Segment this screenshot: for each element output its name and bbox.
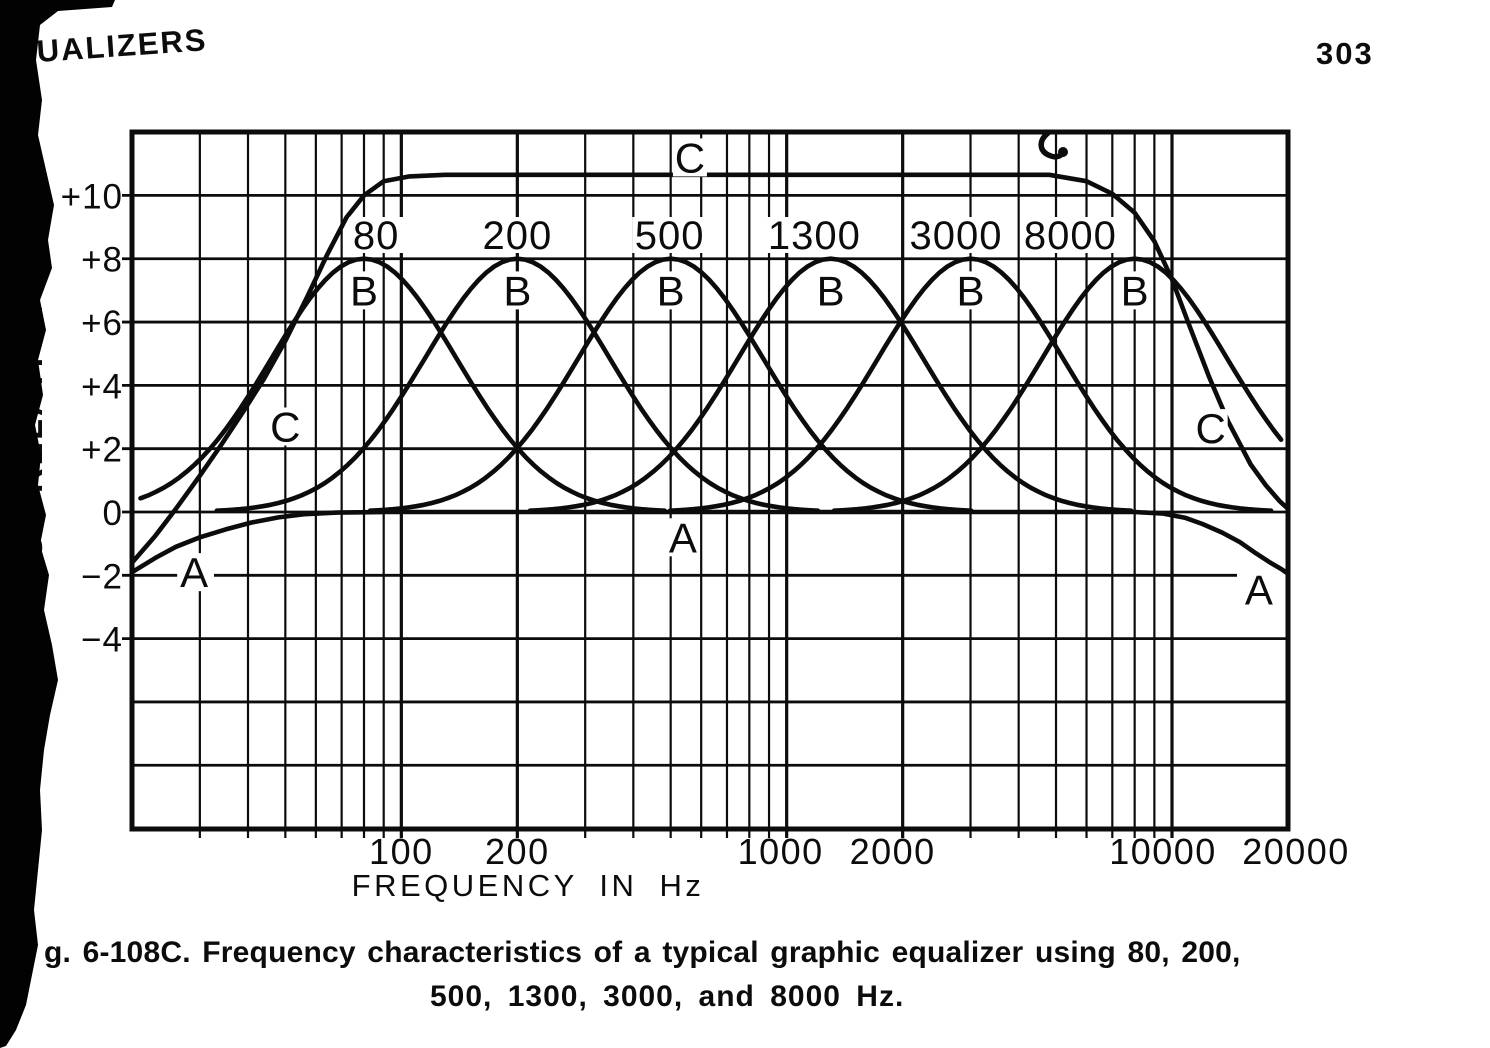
label-knockout <box>268 407 303 446</box>
curve-letter-C-label: C <box>675 134 705 181</box>
label-knockout <box>1022 217 1119 253</box>
scan-edge-band <box>0 0 115 1048</box>
label-knockout <box>672 138 707 177</box>
y-tick-label-10db: +10 <box>61 177 123 216</box>
curve-labels: 80 200 500 1300 3000 8000 C C C A A A B B B B B B <box>177 134 1276 614</box>
x-tick-label-1000hz: 1000 <box>738 831 824 872</box>
curve-letter-B-label: B <box>817 267 845 314</box>
label-knockout <box>1241 570 1276 609</box>
pen-dot <box>1058 147 1068 157</box>
figure-caption-line2: 500, 1300, 3000, and 8000 Hz. <box>430 980 905 1013</box>
label-knockout <box>665 518 700 557</box>
label-knockout <box>346 271 381 310</box>
band-center-label-3000hz: 3000 <box>909 214 1002 258</box>
page-number: 303 <box>1316 36 1374 71</box>
plot-border <box>129 129 1291 832</box>
label-knockout <box>653 271 688 310</box>
y-tick-label-4db: +4 <box>81 367 123 406</box>
curve-B-3000hz <box>667 256 1274 513</box>
curve-A <box>129 509 1291 576</box>
band-center-label-80hz: 80 <box>353 214 400 258</box>
curve-letter-C-label: C <box>270 404 300 451</box>
label-knockout <box>479 217 555 253</box>
band-center-label-500hz: 500 <box>635 214 705 258</box>
band-center-label-200hz: 200 <box>482 214 552 258</box>
x-tick-label-10000hz: 10000 <box>1109 831 1217 872</box>
x-tick-label-100hz: 100 <box>369 831 434 872</box>
curve-B-80hz <box>138 256 667 513</box>
curve-letter-B-label: B <box>503 267 531 314</box>
y-tick-label--2db: −2 <box>81 557 123 596</box>
curve-B-8000hz <box>831 256 1284 513</box>
y-tick-label-0db: 0 <box>103 494 123 533</box>
y-tick-label-8db: +8 <box>81 241 123 280</box>
curve-B-200hz <box>214 256 821 513</box>
curve-B-500hz <box>367 256 974 513</box>
label-knockout <box>500 271 535 310</box>
ink-mark-artifact <box>1038 130 1068 160</box>
label-knockout <box>1193 409 1228 448</box>
curve-letter-B-label: B <box>657 267 685 314</box>
x-axis-title: FREQUENCY IN Hz <box>352 868 705 903</box>
label-knockout <box>177 553 212 592</box>
label-knockout <box>953 271 988 310</box>
label-knockout <box>907 217 1004 253</box>
label-knockout <box>813 271 848 310</box>
curve-letter-B-label: B <box>1121 267 1149 314</box>
curve-letter-A-label: A <box>180 549 208 596</box>
curve-letter-C-label: C <box>1196 405 1226 452</box>
label-knockout <box>766 217 863 253</box>
scan-black-band <box>0 0 115 1048</box>
band-center-label-8000hz: 8000 <box>1024 214 1117 258</box>
curve-B-1300hz <box>527 256 1134 513</box>
curve-letter-B-label: B <box>350 267 378 314</box>
band-center-label-1300hz: 1300 <box>768 214 861 258</box>
curve-letter-B-label: B <box>957 267 985 314</box>
x-tick-label-20000hz: 20000 <box>1242 831 1350 872</box>
curve-letter-A-label: A <box>1245 567 1273 614</box>
response-curves <box>129 172 1291 576</box>
x-tick-label-2000hz: 2000 <box>850 831 936 872</box>
figure-caption-line1: g. 6-108C. Frequency characteristics of … <box>44 936 1241 969</box>
y-tick-label-6db: +6 <box>81 304 123 343</box>
y-tick-label--4db: −4 <box>81 621 123 660</box>
curve-C <box>129 172 1291 565</box>
label-knockout <box>1117 271 1152 310</box>
curve-letter-A-label: A <box>669 514 697 561</box>
label-knockout <box>632 217 708 253</box>
x-tick-label-200hz: 200 <box>485 831 550 872</box>
label-knockout <box>349 217 404 253</box>
y-tick-label-2db: +2 <box>81 431 123 470</box>
